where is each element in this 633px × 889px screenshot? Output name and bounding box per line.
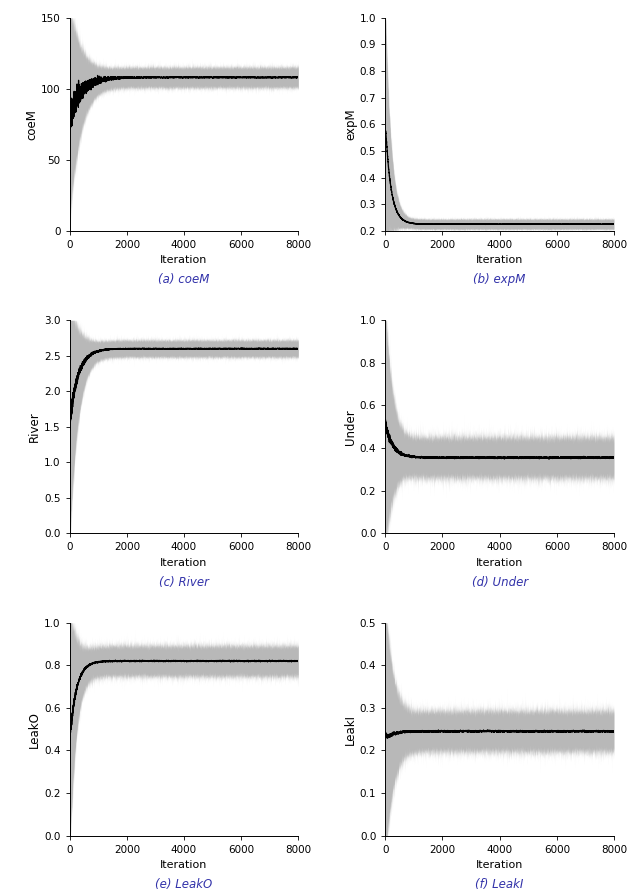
Text: (e) LeakO: (e) LeakO — [155, 878, 213, 889]
Y-axis label: Under: Under — [344, 409, 357, 444]
Text: (f) LeakI: (f) LeakI — [475, 878, 524, 889]
Y-axis label: LeakO: LeakO — [28, 710, 41, 748]
X-axis label: Iteration: Iteration — [160, 557, 208, 568]
Y-axis label: coeM: coeM — [25, 108, 38, 140]
Text: (d) Under: (d) Under — [472, 576, 528, 589]
Y-axis label: River: River — [28, 412, 41, 442]
Text: (a) coeM: (a) coeM — [158, 274, 210, 286]
X-axis label: Iteration: Iteration — [160, 861, 208, 870]
X-axis label: Iteration: Iteration — [476, 557, 523, 568]
X-axis label: Iteration: Iteration — [160, 255, 208, 265]
Y-axis label: expM: expM — [344, 108, 357, 140]
Text: (c) River: (c) River — [159, 576, 209, 589]
Y-axis label: LeakI: LeakI — [344, 714, 357, 745]
X-axis label: Iteration: Iteration — [476, 861, 523, 870]
X-axis label: Iteration: Iteration — [476, 255, 523, 265]
Text: (b) expM: (b) expM — [473, 274, 526, 286]
